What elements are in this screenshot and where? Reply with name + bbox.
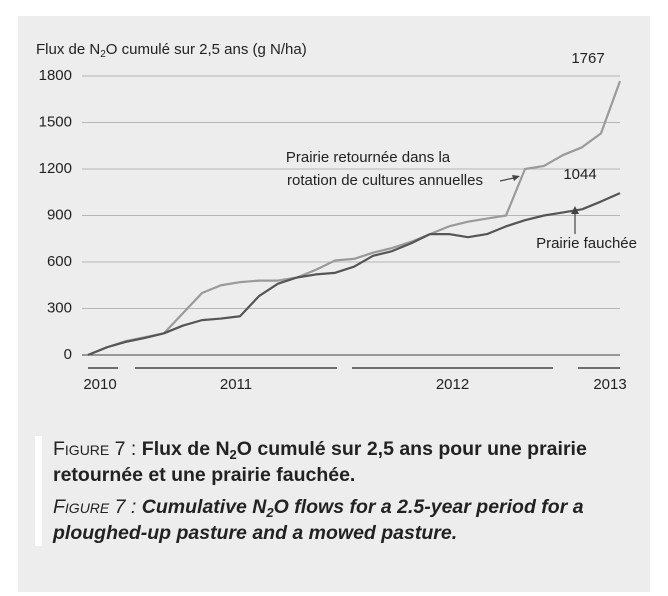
arrowhead bbox=[571, 206, 579, 214]
y-tick-label: 600 bbox=[47, 253, 72, 270]
y-tick-label: 900 bbox=[47, 206, 72, 223]
arrowhead bbox=[512, 175, 520, 181]
x-tick-label: 2011 bbox=[220, 376, 252, 393]
panel bbox=[18, 16, 650, 592]
caption-fr: Figure 7 : Flux de N2O cumulé sur 2,5 an… bbox=[53, 436, 653, 488]
y-axis-title-part: O cumulé sur 2,5 ans (g N/ha) bbox=[106, 41, 307, 58]
caption-text: 2 bbox=[266, 505, 274, 520]
y-tick-label: 1500 bbox=[39, 113, 72, 130]
annotation: Prairie retournée dans la bbox=[286, 149, 451, 166]
x-tick-label: 2013 bbox=[593, 376, 626, 393]
caption-text: Cumulative N bbox=[141, 496, 267, 518]
caption: Figure 7 : Flux de N2O cumulé sur 2,5 an… bbox=[35, 436, 653, 546]
marks: 1767 1044 bbox=[87, 50, 622, 357]
caption-label: Figure 7 : bbox=[53, 438, 137, 460]
caption-text: 2 bbox=[229, 447, 237, 462]
grid: 0 300 600 900 1200 1500 1800 2010 2011 2012 2013 bbox=[39, 67, 627, 393]
x-tick-label: 2012 bbox=[436, 376, 469, 393]
series-line bbox=[87, 192, 621, 357]
caption-en: Figure 7 : Cumulative N2O flows for a 2.… bbox=[53, 494, 653, 546]
data-label: 1767 bbox=[571, 50, 604, 67]
x-tick-label: 2010 bbox=[83, 376, 116, 393]
y-axis-title-part: 2 bbox=[100, 49, 106, 60]
data-label: 1044 bbox=[563, 166, 596, 183]
caption-text: O flows for a 2.5-year period for a plou… bbox=[53, 496, 584, 544]
y-tick-label: 300 bbox=[47, 299, 72, 316]
y-tick-label: 1200 bbox=[39, 160, 72, 177]
series-line bbox=[87, 80, 622, 357]
caption-label: Figure 7 : bbox=[53, 496, 137, 518]
annotation: Prairie fauchée bbox=[536, 235, 637, 252]
caption-text: Flux de N bbox=[141, 438, 230, 460]
annotation: rotation de cultures annuelles bbox=[287, 172, 483, 189]
caption-text: O cumulé sur 2,5 ans pour une prairie re… bbox=[53, 438, 587, 486]
y-axis-title: Flux de N2O cumulé sur 2,5 ans (g N/ha) bbox=[36, 41, 307, 60]
y-tick-label: 1800 bbox=[39, 67, 72, 84]
y-axis-title-part: Flux de N bbox=[36, 41, 100, 58]
y-tick-label: 0 bbox=[64, 346, 72, 363]
